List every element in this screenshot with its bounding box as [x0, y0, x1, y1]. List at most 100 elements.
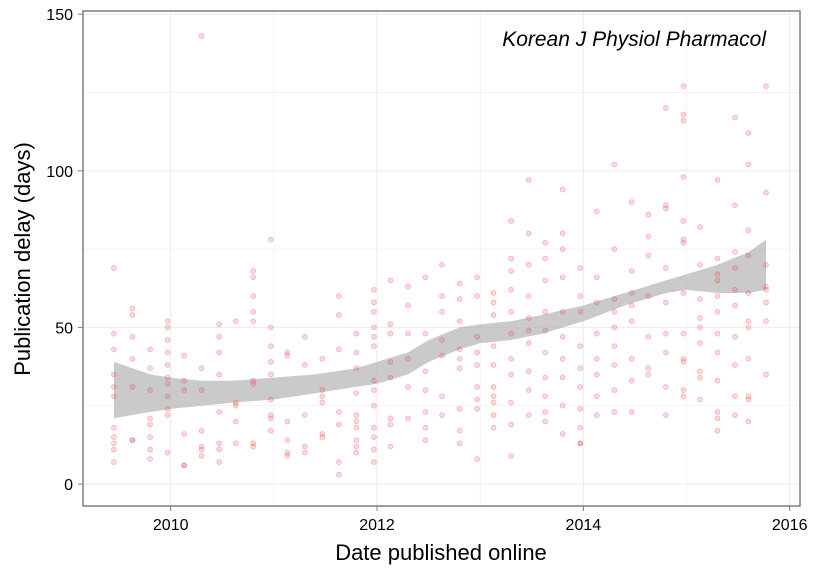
data-point [745, 418, 752, 425]
data-point [628, 377, 635, 384]
data-point [680, 236, 687, 243]
data-point [336, 312, 342, 318]
data-point [508, 255, 514, 262]
data-point [267, 427, 274, 434]
data-point [181, 462, 187, 469]
data-point [611, 161, 618, 168]
data-point [577, 384, 584, 390]
y-tick-label: 0 [64, 477, 73, 494]
data-point [371, 402, 377, 409]
data-point [336, 471, 342, 478]
data-point [147, 456, 153, 462]
data-point [164, 393, 171, 400]
data-point [111, 384, 117, 390]
data-point [611, 409, 618, 415]
data-point [387, 443, 394, 450]
data-point [474, 456, 480, 462]
data-point [456, 318, 463, 325]
data-point [763, 283, 769, 290]
data-point [284, 449, 291, 456]
data-point [559, 402, 566, 409]
data-point [422, 424, 429, 431]
data-point [147, 446, 153, 453]
data-point [474, 274, 480, 281]
data-point [542, 349, 548, 356]
data-point [422, 437, 429, 444]
data-point [353, 390, 360, 397]
data-point [593, 299, 600, 306]
data-point [164, 324, 171, 331]
y-tick-label: 150 [46, 7, 73, 24]
data-point [611, 296, 618, 303]
smooth-band [113, 239, 766, 419]
data-point [198, 387, 205, 393]
data-point [267, 343, 274, 350]
data-point [250, 318, 257, 325]
data-point [232, 318, 239, 325]
data-point [474, 396, 480, 403]
data-point [267, 236, 274, 243]
data-point [593, 412, 600, 418]
data-point [336, 293, 342, 299]
data-point [422, 409, 429, 415]
data-point [628, 409, 635, 415]
data-point [405, 330, 411, 337]
data-point [763, 286, 769, 293]
data-point [301, 362, 308, 368]
data-point [371, 333, 377, 340]
data-point [577, 440, 584, 447]
data-point [474, 333, 480, 340]
data-point [267, 359, 274, 365]
data-point [745, 355, 752, 362]
data-point [250, 380, 257, 387]
data-point [732, 114, 738, 121]
data-point [164, 362, 171, 368]
data-point [387, 330, 394, 337]
data-point [763, 261, 769, 268]
data-point [250, 308, 257, 315]
data-point [474, 349, 480, 356]
data-point [508, 399, 514, 406]
data-point [490, 343, 497, 350]
data-point [525, 327, 532, 334]
data-point [353, 330, 360, 337]
data-point [216, 321, 223, 328]
data-point [353, 424, 360, 431]
data-point [645, 333, 652, 340]
data-point [745, 130, 752, 137]
data-point [216, 459, 223, 465]
data-point [680, 218, 687, 224]
data-point [680, 355, 687, 362]
data-point [387, 421, 394, 428]
data-point [745, 252, 752, 259]
data-point [319, 355, 326, 362]
data-point [371, 324, 377, 331]
data-point [405, 384, 411, 390]
data-point [267, 396, 274, 403]
data-point [508, 330, 514, 337]
data-point [697, 261, 703, 268]
data-point [577, 406, 584, 412]
data-point [111, 346, 117, 353]
data-point [645, 365, 652, 372]
data-point [525, 315, 532, 321]
data-point [745, 227, 752, 234]
data-point [284, 453, 291, 459]
data-point [645, 371, 652, 378]
data-point [111, 330, 117, 337]
data-point [593, 274, 600, 281]
data-point [714, 255, 721, 262]
data-point [267, 324, 274, 331]
data-point [628, 355, 635, 362]
data-point [371, 308, 377, 315]
data-point [164, 318, 171, 325]
data-point [164, 374, 171, 381]
data-point [474, 406, 480, 412]
data-point [422, 387, 429, 393]
data-point [697, 340, 703, 346]
y-tick-label: 50 [55, 320, 73, 337]
data-point [611, 387, 618, 393]
data-point [508, 355, 514, 362]
data-point [216, 333, 223, 340]
data-point [387, 321, 394, 328]
